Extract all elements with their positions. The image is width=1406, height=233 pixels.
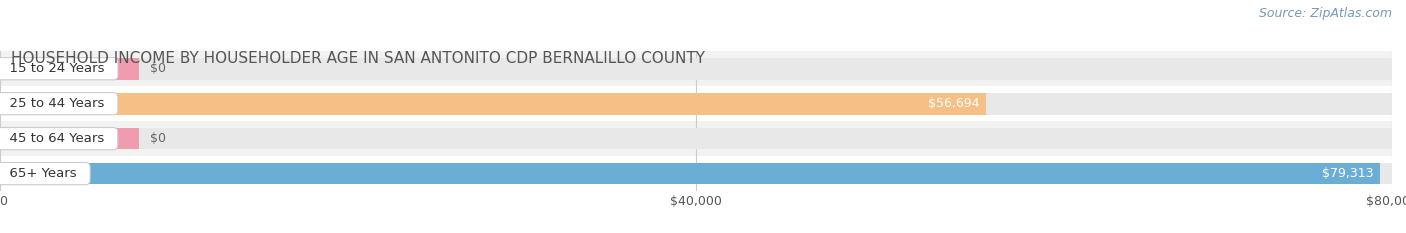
- Text: HOUSEHOLD INCOME BY HOUSEHOLDER AGE IN SAN ANTONITO CDP BERNALILLO COUNTY: HOUSEHOLD INCOME BY HOUSEHOLDER AGE IN S…: [11, 51, 706, 66]
- Text: 65+ Years: 65+ Years: [1, 167, 86, 180]
- Bar: [0, 163, 1379, 185]
- Text: Source: ZipAtlas.com: Source: ZipAtlas.com: [1258, 7, 1392, 20]
- Bar: [0, 86, 1392, 121]
- Bar: [0, 163, 1392, 185]
- Bar: [0, 58, 1392, 80]
- Text: 25 to 44 Years: 25 to 44 Years: [1, 97, 114, 110]
- Text: 45 to 64 Years: 45 to 64 Years: [1, 132, 112, 145]
- Bar: [0, 93, 1392, 115]
- Bar: [0, 128, 1392, 150]
- Bar: [0, 93, 987, 115]
- Text: 15 to 24 Years: 15 to 24 Years: [1, 62, 114, 75]
- Text: $79,313: $79,313: [1322, 167, 1374, 180]
- Text: $56,694: $56,694: [928, 97, 980, 110]
- Text: $0: $0: [150, 132, 166, 145]
- Bar: [0, 156, 1392, 191]
- Bar: [0, 58, 139, 80]
- Bar: [0, 121, 1392, 156]
- Bar: [0, 128, 139, 150]
- Text: $0: $0: [150, 62, 166, 75]
- Bar: [0, 51, 1392, 86]
